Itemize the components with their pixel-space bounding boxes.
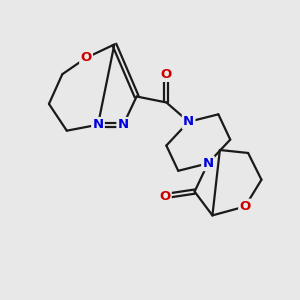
Text: N: N xyxy=(202,157,214,170)
Text: O: O xyxy=(80,51,92,64)
Text: O: O xyxy=(161,68,172,81)
Text: N: N xyxy=(92,118,104,131)
Text: O: O xyxy=(239,200,251,213)
Text: N: N xyxy=(183,115,194,128)
Text: O: O xyxy=(159,190,170,202)
Text: N: N xyxy=(118,118,129,131)
